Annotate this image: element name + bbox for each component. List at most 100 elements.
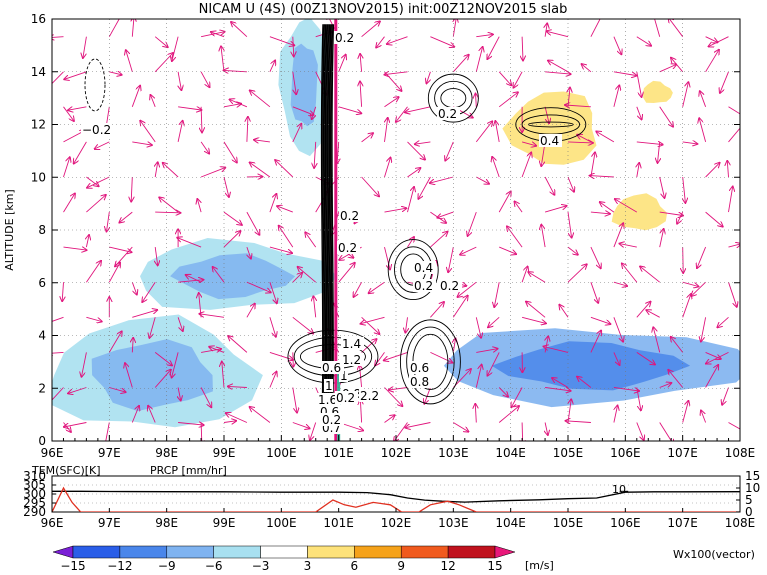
temperature-line xyxy=(52,490,740,503)
contour-label: 1 xyxy=(325,379,333,393)
left-tick-label: 290 xyxy=(23,505,46,519)
wind-vector xyxy=(223,211,242,225)
contour-label-bg xyxy=(324,379,333,392)
contour-label: 0.2 xyxy=(340,209,359,223)
wind-vector xyxy=(636,36,651,46)
wind-vector xyxy=(172,36,179,61)
wind-vector xyxy=(64,422,87,427)
wind-vector xyxy=(677,211,684,224)
wind-vector xyxy=(177,317,183,331)
wind-vector xyxy=(223,176,229,197)
wind-vector xyxy=(384,118,388,142)
wind-vector xyxy=(717,316,729,327)
wind-vector xyxy=(131,176,132,202)
contour-label-bg xyxy=(337,241,360,254)
wind-vector xyxy=(492,157,500,178)
wind-vector xyxy=(494,282,500,307)
wind-vector xyxy=(615,199,638,213)
w-contour xyxy=(387,239,439,301)
wind-vector xyxy=(545,387,571,391)
wind-vector xyxy=(475,121,492,143)
wind-vector xyxy=(636,71,642,97)
wind-vector xyxy=(430,302,444,318)
timeseries-x-tick-label: 108E xyxy=(725,516,756,530)
wind-vector xyxy=(269,194,277,213)
colorbar-tick-label: 12 xyxy=(440,559,455,573)
colorbar-segment xyxy=(119,545,168,559)
wind-vector xyxy=(200,71,209,87)
wind-vector xyxy=(361,133,373,143)
wind-vector xyxy=(468,211,477,236)
contour-label-bg xyxy=(341,337,364,350)
wind-vector xyxy=(250,91,271,108)
wind-vector xyxy=(671,58,684,73)
contour-label-bg xyxy=(334,31,357,44)
colorbar-tick-label: −15 xyxy=(60,559,85,573)
main-plot: 96E 97E 98E 99E 100E 101E 102E 103E 104E 105E 106E… xyxy=(3,12,755,460)
wind-vector xyxy=(453,19,456,37)
contour-label: 0.2 xyxy=(335,31,354,45)
timeseries-x-tick-label: 107E xyxy=(667,516,698,530)
wind-vector xyxy=(728,282,737,307)
wind-vector xyxy=(728,422,740,430)
wind-vector xyxy=(430,36,454,47)
wind-vector xyxy=(201,106,202,133)
wind-vector xyxy=(577,135,592,143)
wind-vector xyxy=(424,387,431,404)
timeseries-x-tick-label: 103E xyxy=(438,516,469,530)
wind-vector xyxy=(109,72,121,75)
wind-vector xyxy=(577,377,592,388)
timeseries-panel: TEM(SFC)[K] PRCP [mm/hr] 10 310305300295… xyxy=(23,464,760,530)
wind-vector xyxy=(277,206,293,213)
wind-vector xyxy=(200,141,209,154)
wind-core xyxy=(170,253,296,300)
wind-vector xyxy=(640,267,660,283)
wind-vector xyxy=(637,163,639,178)
wind-vector xyxy=(384,351,408,360)
wind-vector xyxy=(590,331,601,353)
contour-label: 1.2 xyxy=(342,353,361,367)
wind-vector xyxy=(293,352,294,366)
wind-vector xyxy=(582,64,592,73)
wind-vector xyxy=(107,212,110,231)
wind-vector xyxy=(705,365,719,388)
wind-vector xyxy=(310,422,317,441)
wind-vector xyxy=(659,176,665,198)
wind-vector xyxy=(705,50,719,73)
contour-label-bg xyxy=(409,375,432,388)
wind-vector xyxy=(298,267,316,283)
wind-region xyxy=(502,91,597,165)
y-tick-label: 4 xyxy=(38,329,46,343)
wind-vector xyxy=(697,246,707,268)
contour-label-bg xyxy=(321,361,344,374)
contour-label: 0.4 xyxy=(414,261,433,275)
wind-region xyxy=(611,193,668,231)
wind-vector xyxy=(68,107,87,110)
wind-vector xyxy=(131,406,139,423)
legend-temperature: TEM(SFC)[K] xyxy=(31,464,101,477)
colorbar-segment xyxy=(166,545,214,559)
wind-vector xyxy=(476,34,493,36)
wind-vector xyxy=(86,176,98,186)
right-tick-label: 15 xyxy=(745,469,760,483)
wind-vector xyxy=(305,232,317,248)
wind-vector xyxy=(178,71,181,90)
wind-vector xyxy=(199,314,225,318)
wind-vector xyxy=(246,281,271,292)
wind-vector xyxy=(384,158,391,178)
x-tick-label: 98E xyxy=(155,446,178,460)
wind-vector xyxy=(172,352,179,377)
timeseries-x-tick-label: 102E xyxy=(381,516,412,530)
wind-vector xyxy=(360,82,362,107)
wind-vector xyxy=(228,386,247,387)
contour-label: 1.6 xyxy=(318,393,337,407)
wind-vector xyxy=(361,339,377,353)
wind-vector xyxy=(154,36,168,47)
wind-vector xyxy=(151,95,156,107)
contour-label-bg xyxy=(409,361,432,374)
wind-vector xyxy=(709,36,729,47)
wind-vector xyxy=(521,267,528,283)
y-tick-label: 16 xyxy=(31,12,46,26)
colorbar-segment xyxy=(447,545,496,559)
timeseries-x-axis: 96E 97E 98E 99E 100E 101E 102E 103E 104E 105E 106E… xyxy=(41,508,756,530)
